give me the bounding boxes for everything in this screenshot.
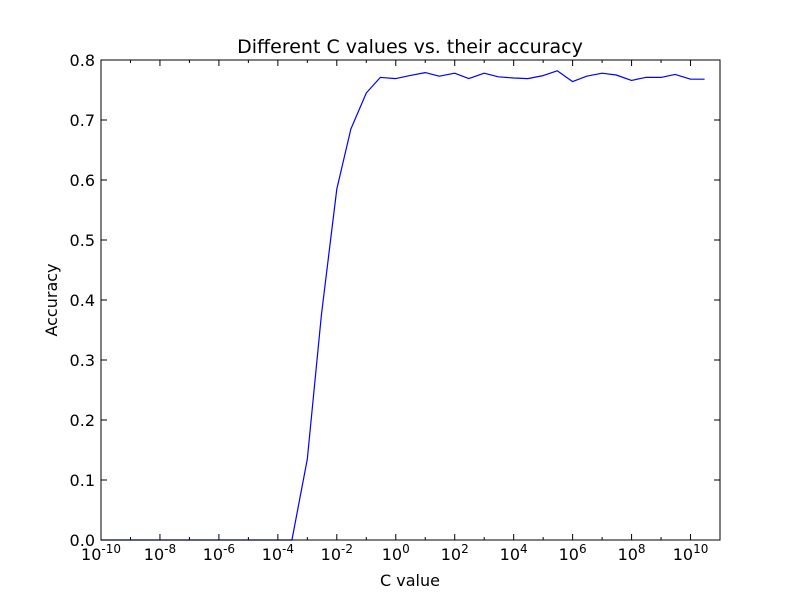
x-tick-label: 106 (559, 542, 587, 564)
y-tick-label: 0.3 (70, 351, 95, 370)
y-tick-label: 0.8 (70, 51, 95, 70)
x-tick-label-exponent: -2 (341, 542, 353, 556)
y-tick-label: 0.7 (70, 111, 95, 130)
x-axis-label: C value (380, 571, 440, 590)
x-tick-label-base: 10 (81, 545, 101, 564)
x-tick-label-exponent: 2 (461, 542, 469, 556)
x-tick-label-exponent: 4 (520, 542, 528, 556)
y-tick-label: 0.2 (70, 411, 95, 430)
x-tick-label-base: 10 (144, 545, 164, 564)
x-tick-label-base: 10 (382, 545, 402, 564)
x-tick-label-exponent: -8 (164, 542, 176, 556)
x-tick-label-exponent: -6 (223, 542, 235, 556)
x-tick-label-base: 10 (441, 545, 461, 564)
x-tick-label-base: 10 (673, 545, 693, 564)
x-tick-label: 100 (382, 542, 410, 564)
x-tick-label: 104 (500, 542, 528, 564)
x-tick-label-base: 10 (203, 545, 223, 564)
x-tick-label: 10-8 (144, 542, 176, 564)
y-tick-label: 0.1 (70, 471, 95, 490)
x-tick-label-base: 10 (321, 545, 341, 564)
x-tick-label-base: 10 (262, 545, 282, 564)
x-tick-label-exponent: 10 (693, 542, 708, 556)
x-tick-label: 10-4 (262, 542, 294, 564)
x-tick-label: 1010 (673, 542, 709, 564)
chart-title: Different C values vs. their accuracy (237, 36, 583, 58)
y-tick-label: 0.5 (70, 231, 95, 250)
x-tick-label: 10-2 (321, 542, 353, 564)
x-tick-label-exponent: 6 (579, 542, 587, 556)
y-axis-label: Accuracy (42, 263, 61, 336)
x-tick-label: 102 (441, 542, 469, 564)
y-tick-label: 0.4 (70, 291, 95, 310)
x-tick-label: 10-10 (81, 542, 121, 564)
y-tick-label: 0.0 (70, 531, 95, 550)
x-tick-label-exponent: 8 (638, 542, 646, 556)
x-tick-label-base: 10 (559, 545, 579, 564)
x-tick-label: 10-6 (203, 542, 235, 564)
x-tick-label-exponent: -10 (101, 542, 121, 556)
x-tick-label-exponent: 0 (402, 542, 410, 556)
y-tick-label: 0.6 (70, 171, 95, 190)
x-tick-label: 108 (618, 542, 646, 564)
x-tick-label-exponent: -4 (282, 542, 294, 556)
x-tick-label-base: 10 (500, 545, 520, 564)
x-tick-label-base: 10 (618, 545, 638, 564)
plot-area: 0.00.10.20.30.40.50.60.70.810-10 10-8 10-6… (70, 51, 721, 564)
